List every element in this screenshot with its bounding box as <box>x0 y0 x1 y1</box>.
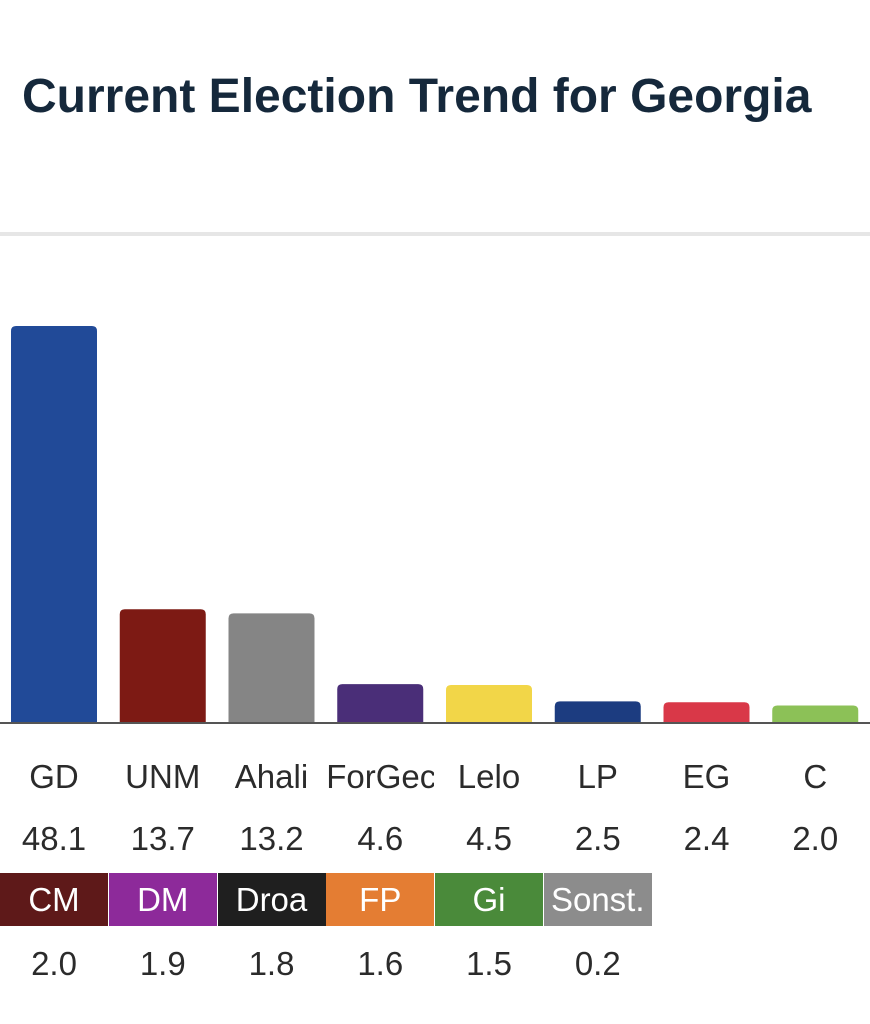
value-label: 2.0 <box>792 820 839 857</box>
value-label: 4.5 <box>466 820 512 857</box>
bar-gd <box>11 326 97 722</box>
value-label: 13.2 <box>239 820 304 857</box>
other-party-chip: Sonst. <box>543 873 652 926</box>
other-party-value: 2.0 <box>31 945 77 982</box>
category-label: C <box>803 758 828 795</box>
value-label: 4.6 <box>357 820 404 857</box>
category-label: EG <box>682 758 731 795</box>
category-label: Lelo <box>457 758 521 795</box>
bar-chart <box>0 326 870 724</box>
other-party-value: 1.5 <box>466 945 512 982</box>
other-party-chip: DM <box>108 873 217 926</box>
bar-ahali <box>228 613 315 722</box>
title-divider <box>0 232 870 236</box>
chart-title: Current Election Trend for Georgia <box>22 70 812 123</box>
other-party-value: 1.9 <box>139 945 186 982</box>
category-label: UNM <box>125 758 201 795</box>
bar-forgec <box>337 684 424 722</box>
bar-c <box>772 705 859 722</box>
bar-unm <box>119 609 206 722</box>
value-label: 2.5 <box>574 820 621 857</box>
other-party-chip: FP <box>326 873 435 926</box>
other-party-chip: Gi <box>435 873 543 926</box>
value-label: 48.1 <box>21 820 87 857</box>
other-party-value: 0.2 <box>574 945 621 982</box>
bar-eg <box>663 702 750 722</box>
other-party-chip: Droa <box>217 873 326 926</box>
category-label: ForGec <box>326 758 435 795</box>
category-label: LP <box>577 758 618 795</box>
bar-lelo <box>446 684 532 722</box>
category-label: GD <box>29 758 79 795</box>
bar-lp <box>554 701 641 722</box>
other-party-value: 1.8 <box>248 945 295 982</box>
value-label: 13.7 <box>130 820 195 857</box>
value-label: 2.4 <box>683 820 730 857</box>
other-party-value: 1.6 <box>357 945 404 982</box>
other-party-chip: CM <box>0 873 108 926</box>
category-label: Ahali <box>234 758 309 795</box>
